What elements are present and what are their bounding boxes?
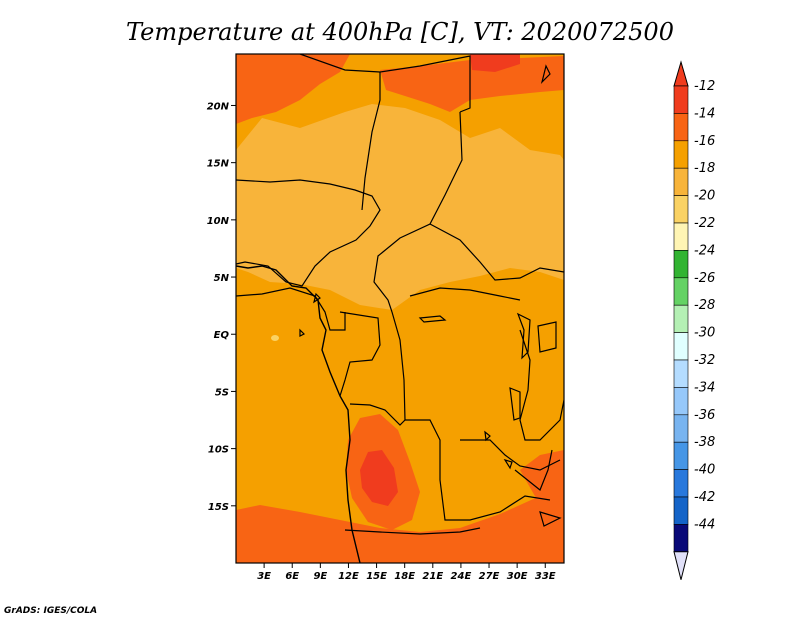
border-line	[299, 54, 471, 113]
colorbar-swatch	[673, 332, 689, 361]
colorbar-swatch	[673, 195, 689, 224]
colorbar-swatch	[673, 359, 689, 388]
coastline	[540, 64, 551, 84]
colorbar-swatch	[673, 469, 689, 498]
field-region-northeast	[380, 56, 564, 112]
y-tick-label: 10S	[208, 445, 229, 456]
coastline	[484, 430, 491, 442]
border-line	[344, 527, 481, 535]
colorbar-label: -44	[694, 517, 715, 532]
colorbar-swatch	[673, 387, 689, 416]
y-tick-label: 10N	[207, 216, 230, 227]
colorbar: -12 -14 -16 -18 -20 -22 -24 -26 -28 -30 -32 -34 -36 -…	[673, 60, 715, 580]
x-tick-label: 3E	[257, 571, 271, 582]
temperature-field	[236, 54, 564, 563]
colorbar-bottom-triangle	[673, 551, 689, 580]
colorbar-swatch	[673, 113, 689, 142]
colorbar-label: -40	[694, 463, 715, 478]
grads-credit: GrADS: IGES/COLA	[4, 606, 97, 616]
colorbar-swatch	[673, 414, 689, 443]
border-line	[391, 311, 551, 521]
field-region-sahel	[236, 104, 564, 310]
x-tick-label: 12E	[338, 571, 359, 582]
x-tick-label: 30E	[507, 571, 528, 582]
coastline	[236, 265, 361, 563]
colorbar-swatch	[673, 441, 689, 470]
field-region-gulf-spot	[271, 335, 279, 341]
coastline	[537, 321, 557, 353]
plot-area	[235, 53, 565, 564]
coastline	[299, 328, 306, 337]
y-tick-label: 5S	[215, 387, 229, 398]
field-region-southern-africa	[236, 490, 564, 563]
colorbar-label: -42	[694, 490, 715, 505]
colorbar-label: -30	[694, 326, 715, 341]
colorbar-label: -18	[694, 161, 715, 176]
colorbar-swatch	[673, 304, 689, 333]
colorbar-swatch	[673, 524, 689, 553]
coastline	[503, 458, 513, 470]
x-tick-label: 21E	[422, 571, 443, 582]
border-line	[429, 223, 564, 281]
field-region-far-north	[470, 54, 520, 72]
y-tick-label: 20N	[207, 101, 230, 112]
x-tick-label: 33E	[535, 571, 556, 582]
x-tick-label: 27E	[479, 571, 500, 582]
colorbar-label: -20	[694, 189, 715, 204]
border-line	[236, 287, 346, 331]
field-region-angola-core	[360, 450, 398, 506]
colorbar-label: -26	[694, 271, 715, 286]
border-line	[349, 403, 406, 426]
colorbar-swatch	[673, 277, 689, 306]
colorbar-swatch	[673, 167, 689, 196]
coastline	[313, 292, 321, 304]
x-tick-label: 24E	[451, 571, 472, 582]
border-line	[519, 329, 564, 441]
coastline	[516, 312, 531, 360]
colorbar-label: -22	[694, 216, 715, 231]
border-line	[409, 287, 521, 301]
y-tick-label: 15N	[207, 159, 230, 170]
colorbar-label: -24	[694, 243, 715, 258]
colorbar-label: -32	[694, 353, 715, 368]
colorbar-label: -16	[694, 134, 715, 149]
border-line	[514, 449, 553, 491]
country-borders	[236, 54, 564, 563]
colorbar-top-triangle	[673, 60, 689, 87]
border-line	[361, 72, 381, 211]
y-axis: 20N 15N 10N 5N EQ 5S 10S 15S	[207, 101, 236, 513]
border-line	[373, 111, 463, 313]
colorbar-label: -34	[694, 380, 715, 395]
y-tick-label: EQ	[214, 330, 230, 341]
x-tick-label: 15E	[366, 571, 387, 582]
border-line	[236, 179, 381, 287]
x-tick-label: 6E	[285, 571, 299, 582]
x-tick-label: 18E	[394, 571, 415, 582]
coastline	[539, 511, 562, 527]
chart-title: Temperature at 400hPa [C], VT: 202007250…	[126, 18, 674, 46]
colorbar-label: -38	[694, 435, 715, 450]
colorbar-swatch	[673, 250, 689, 279]
x-tick-label: 9E	[313, 571, 327, 582]
colorbar-label: -14	[694, 106, 715, 121]
colorbar-label: -28	[694, 298, 715, 313]
coastline	[418, 315, 447, 323]
coastline	[509, 387, 521, 421]
colorbar-label: -12	[694, 79, 715, 94]
colorbar-swatch	[673, 496, 689, 525]
colorbar-swatch	[673, 140, 689, 169]
colorbar-swatch	[673, 222, 689, 251]
colorbar-swatch	[673, 85, 689, 114]
y-tick-label: 15S	[208, 502, 229, 513]
plot-frame	[235, 53, 565, 564]
x-axis: 3E 6E 9E 12E 15E 18E 21E 24E 27E 30E 33E	[257, 563, 556, 582]
y-tick-label: 5N	[214, 273, 230, 284]
colorbar-label: -36	[694, 408, 715, 423]
border-line	[460, 439, 561, 471]
field-region-northwest	[236, 54, 350, 124]
border-line	[339, 311, 381, 397]
